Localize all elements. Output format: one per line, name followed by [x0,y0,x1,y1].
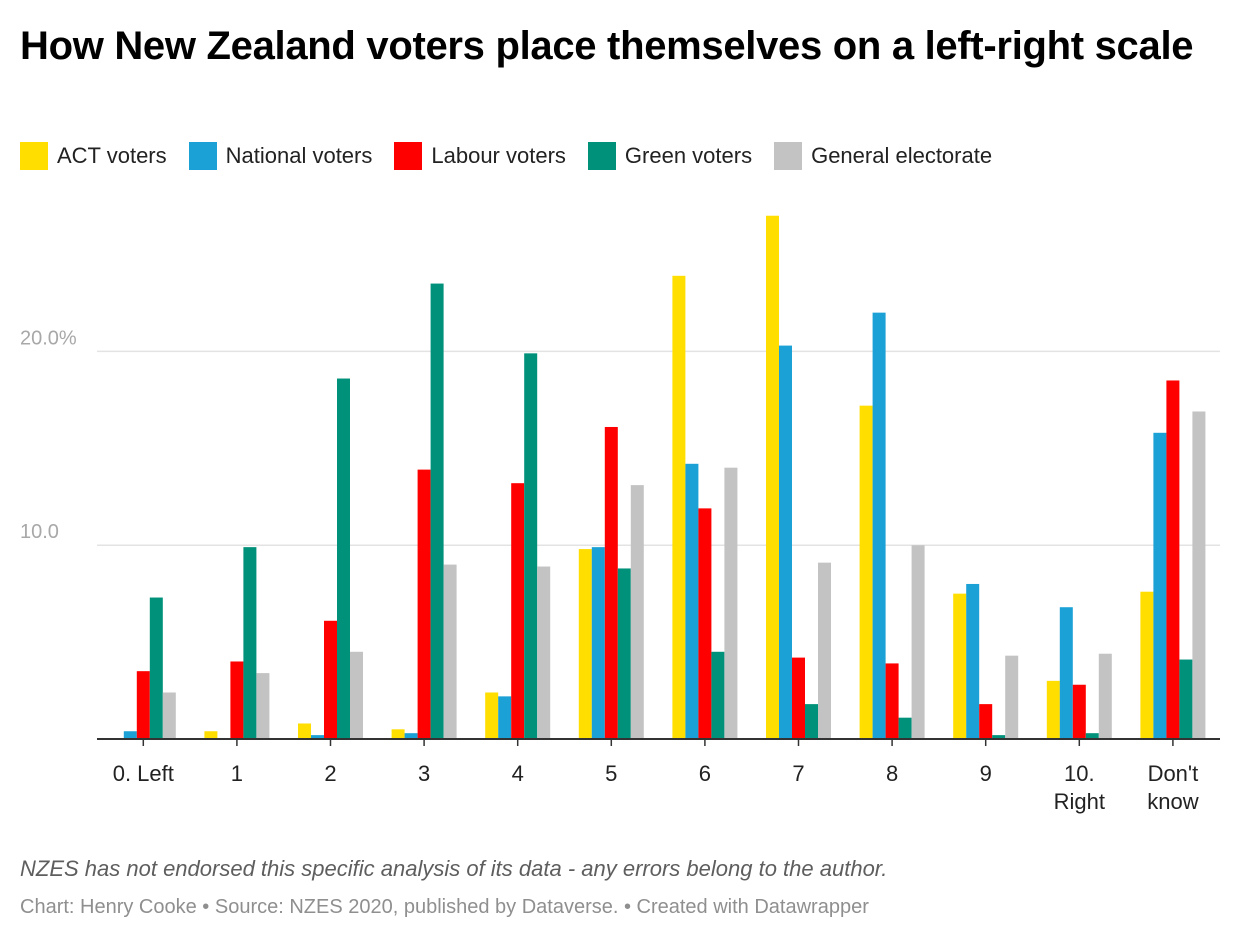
bar-green-voters [1179,659,1193,739]
bar-general-electorate [1005,655,1019,739]
bar-national-voters [591,547,605,739]
x-tick-label: Don't [1148,761,1199,786]
bar-national-voters [498,696,512,739]
bar-green-voters [898,717,912,739]
x-tick-label: 7 [792,761,804,786]
bar-act-voters [485,692,499,739]
legend-label: Green voters [624,143,753,168]
y-tick-label: 10.0 [20,521,59,543]
bar-labour-voters [1072,684,1086,739]
bar-labour-voters [792,657,805,739]
legend-label: National voters [225,143,373,168]
y-tick-label: 20.0% [20,327,77,349]
chart-legend: ACT voters National voters Labour voters Gr… [20,141,1014,171]
bar-act-voters [672,275,686,739]
bar-general-electorate [537,566,551,739]
bar-general-electorate [256,673,270,739]
x-tick-label: 8 [886,761,898,786]
bar-general-electorate [350,651,363,739]
bar-green-voters [1085,733,1099,739]
bar-general-electorate [162,692,176,739]
bar-labour-voters [604,426,618,739]
bar-green-voters [430,283,444,739]
bar-national-voters [1059,607,1073,739]
bar-act-voters [953,593,967,739]
chart-footer: Chart: Henry Cooke • Source: NZES 2020, … [20,896,869,918]
x-tick-label: 5 [605,761,617,786]
x-tick-label: 3 [418,761,430,786]
legend-swatch [188,142,217,170]
bar-labour-voters [136,671,150,739]
x-tick-label: 4 [512,761,524,786]
chart-note: NZES has not endorsed this specific anal… [20,856,888,881]
x-tick-label: 1 [231,761,243,786]
legend-label: General electorate [811,143,993,168]
bar-national-voters [1153,432,1167,739]
legend-item-act-voters: ACT voters [20,142,167,170]
bar-general-electorate [1192,411,1206,739]
bar-act-voters [859,405,873,739]
x-tick-label: 6 [699,761,711,786]
bar-green-voters [524,353,538,739]
bar-national-voters [311,735,324,739]
x-tick-label: know [1147,789,1198,814]
bar-labour-voters [979,704,993,739]
bar-national-voters [685,463,699,739]
bar-general-electorate [818,562,831,739]
x-tick-label: 10. [1064,761,1095,786]
bar-act-voters [204,731,218,739]
bar-national-voters [123,731,137,739]
bar-labour-voters [324,620,337,739]
bar-labour-voters [230,661,244,739]
x-tick-label: 2 [324,761,336,786]
bar-general-electorate [911,545,925,739]
legend-item-national-voters: National voters [188,142,373,170]
bar-national-voters [966,583,980,739]
bar-act-voters [1140,591,1154,739]
bar-labour-voters [511,483,525,739]
bar-chart: 10.0 20.0% 0. Left 1 2 3 4 5 6 7 8 9 10. Right Don't kn… [20,215,1220,814]
x-tick-label: 0. Left [113,761,174,786]
bar-general-electorate [1098,653,1112,739]
bar-national-voters [779,345,792,739]
bar-act-voters [1046,680,1060,739]
bar-labour-voters [417,469,431,739]
legend-swatch [587,142,616,170]
legend-item-green-voters: Green voters [587,142,753,170]
bar-general-electorate [724,467,738,739]
legend-item-labour-voters: Labour voters [394,142,566,170]
bar-act-voters [766,215,779,740]
bar-green-voters [617,568,631,739]
bar-act-voters [298,723,311,739]
legend-swatch [20,142,48,170]
bar-labour-voters [698,508,712,739]
bar-act-voters [578,549,592,739]
bar-green-voters [243,547,257,739]
bar-national-voters [872,312,886,739]
legend-item-general-electorate: General electorate [774,142,992,170]
bar-green-voters [711,651,725,739]
legend-swatch [774,142,803,170]
x-tick-label: 9 [980,761,992,786]
bar-green-voters [337,378,350,739]
bar-labour-voters [885,663,899,739]
bar-green-voters [149,597,163,739]
bar-labour-voters [1166,380,1180,739]
bar-general-electorate [630,485,644,739]
bar-national-voters [404,733,418,739]
bar-green-voters [992,735,1006,739]
legend-swatch [394,142,423,170]
legend-label: Labour voters [431,143,566,168]
bar-act-voters [391,729,405,739]
legend-label: ACT voters [57,143,167,168]
bar-green-voters [805,704,818,739]
chart-title: How New Zealand voters place themselves … [20,24,1194,68]
bar-general-electorate [443,564,457,739]
x-tick-label: Right [1054,789,1105,814]
